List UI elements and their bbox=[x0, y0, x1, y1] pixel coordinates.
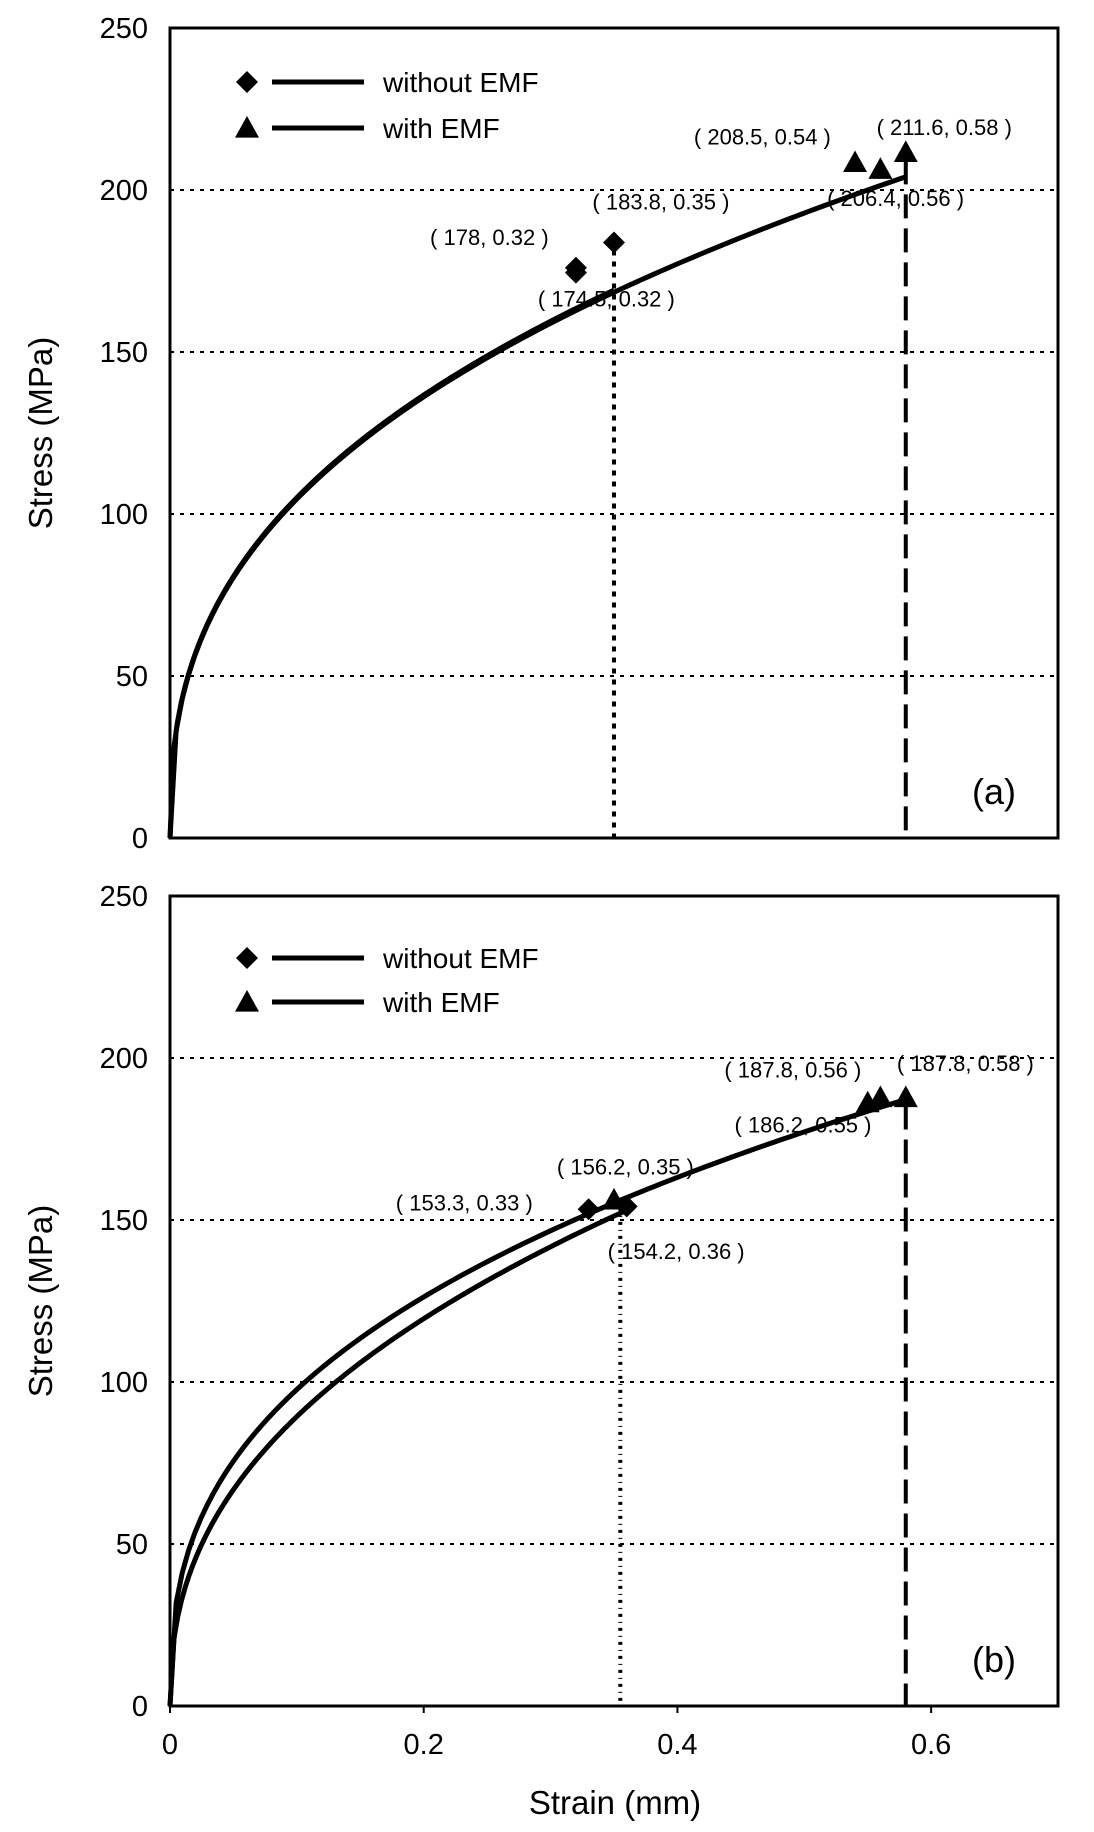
y-tick-label: 250 bbox=[100, 13, 148, 45]
data-point-triangle bbox=[868, 157, 893, 179]
data-point-diamond bbox=[577, 1198, 600, 1221]
data-point-triangle bbox=[893, 1085, 918, 1108]
curve-with-emf bbox=[167, 174, 907, 839]
x-tick-label: 0 bbox=[162, 1729, 178, 1761]
y-tick-label: 100 bbox=[100, 499, 148, 531]
point-annotation: ( 183.8, 0.35 ) bbox=[592, 189, 729, 214]
panel-label: (b) bbox=[972, 1639, 1016, 1680]
curve-without-emf bbox=[167, 1207, 628, 1707]
y-tick-label: 0 bbox=[132, 823, 148, 855]
point-annotation: ( 178, 0.32 ) bbox=[430, 225, 549, 250]
y-axis-label: Stress (MPa) bbox=[22, 337, 59, 530]
point-annotation: ( 156.2, 0.35 ) bbox=[557, 1155, 694, 1180]
y-tick-label: 200 bbox=[100, 1043, 148, 1075]
point-annotation: ( 186.2, 0.55 ) bbox=[735, 1113, 872, 1138]
point-annotation: ( 154.2, 0.36 ) bbox=[608, 1239, 745, 1264]
y-tick-label: 50 bbox=[116, 1529, 148, 1561]
legend-label: with EMF bbox=[382, 987, 500, 1018]
point-annotation: ( 187.8, 0.58 ) bbox=[897, 1051, 1034, 1076]
panel-label: (a) bbox=[972, 771, 1016, 812]
legend-marker-triangle bbox=[235, 990, 259, 1012]
data-point-triangle bbox=[602, 1187, 626, 1210]
point-annotation: ( 211.6, 0.58 ) bbox=[877, 115, 1012, 140]
curve-with-emf bbox=[167, 1097, 907, 1707]
point-annotation: ( 174.5, 0.32 ) bbox=[538, 287, 675, 312]
data-point-diamond bbox=[603, 231, 625, 254]
point-annotation: ( 153.3, 0.33 ) bbox=[396, 1190, 533, 1215]
data-point-triangle bbox=[868, 1085, 893, 1108]
panel-a-plot: 0 50 100 150 200 250 ( 178, 0.32 ) ( 183.8, 0.3… bbox=[22, 13, 1060, 855]
y-tick-label: 200 bbox=[100, 175, 148, 207]
plot-frame bbox=[168, 26, 1060, 840]
y-tick-label: 150 bbox=[100, 1205, 148, 1237]
data-point-diamond bbox=[564, 256, 587, 279]
data-point-triangle bbox=[893, 140, 918, 163]
y-tick-label: 250 bbox=[100, 881, 148, 913]
data-point-triangle bbox=[843, 150, 868, 173]
y-tick-label: 150 bbox=[100, 337, 148, 369]
legend-label: with EMF bbox=[382, 113, 500, 144]
plot-frame bbox=[168, 894, 1060, 1708]
x-axis-label: Strain (mm) bbox=[529, 1784, 701, 1821]
legend-marker-diamond bbox=[236, 947, 258, 969]
legend-label: without EMF bbox=[382, 67, 539, 98]
curve-without-emf bbox=[167, 287, 616, 839]
x-tick-label: 0.6 bbox=[911, 1729, 951, 1761]
y-tick-label: 100 bbox=[100, 1367, 148, 1399]
point-annotation: ( 206.4, 0.56 ) bbox=[827, 186, 964, 211]
x-tick-label: 0.4 bbox=[657, 1729, 697, 1761]
y-tick-label: 0 bbox=[132, 1691, 148, 1723]
legend-marker-diamond bbox=[236, 71, 258, 93]
y-axis-label: Stress (MPa) bbox=[22, 1205, 59, 1398]
y-tick-label: 50 bbox=[116, 661, 148, 693]
legend-label: without EMF bbox=[382, 943, 539, 974]
point-annotation: ( 187.8, 0.56 ) bbox=[724, 1057, 861, 1082]
point-annotation: ( 208.5, 0.54 ) bbox=[694, 125, 831, 150]
legend-marker-triangle bbox=[235, 116, 259, 138]
panel-b-plot: 0 50 100 150 200 250 0 0.2 0.4 0.6 ( 153.3, 0.33 )… bbox=[22, 881, 1060, 1761]
x-tick-label: 0.2 bbox=[404, 1729, 444, 1761]
